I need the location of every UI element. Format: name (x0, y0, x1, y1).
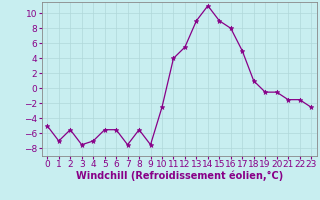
X-axis label: Windchill (Refroidissement éolien,°C): Windchill (Refroidissement éolien,°C) (76, 171, 283, 181)
